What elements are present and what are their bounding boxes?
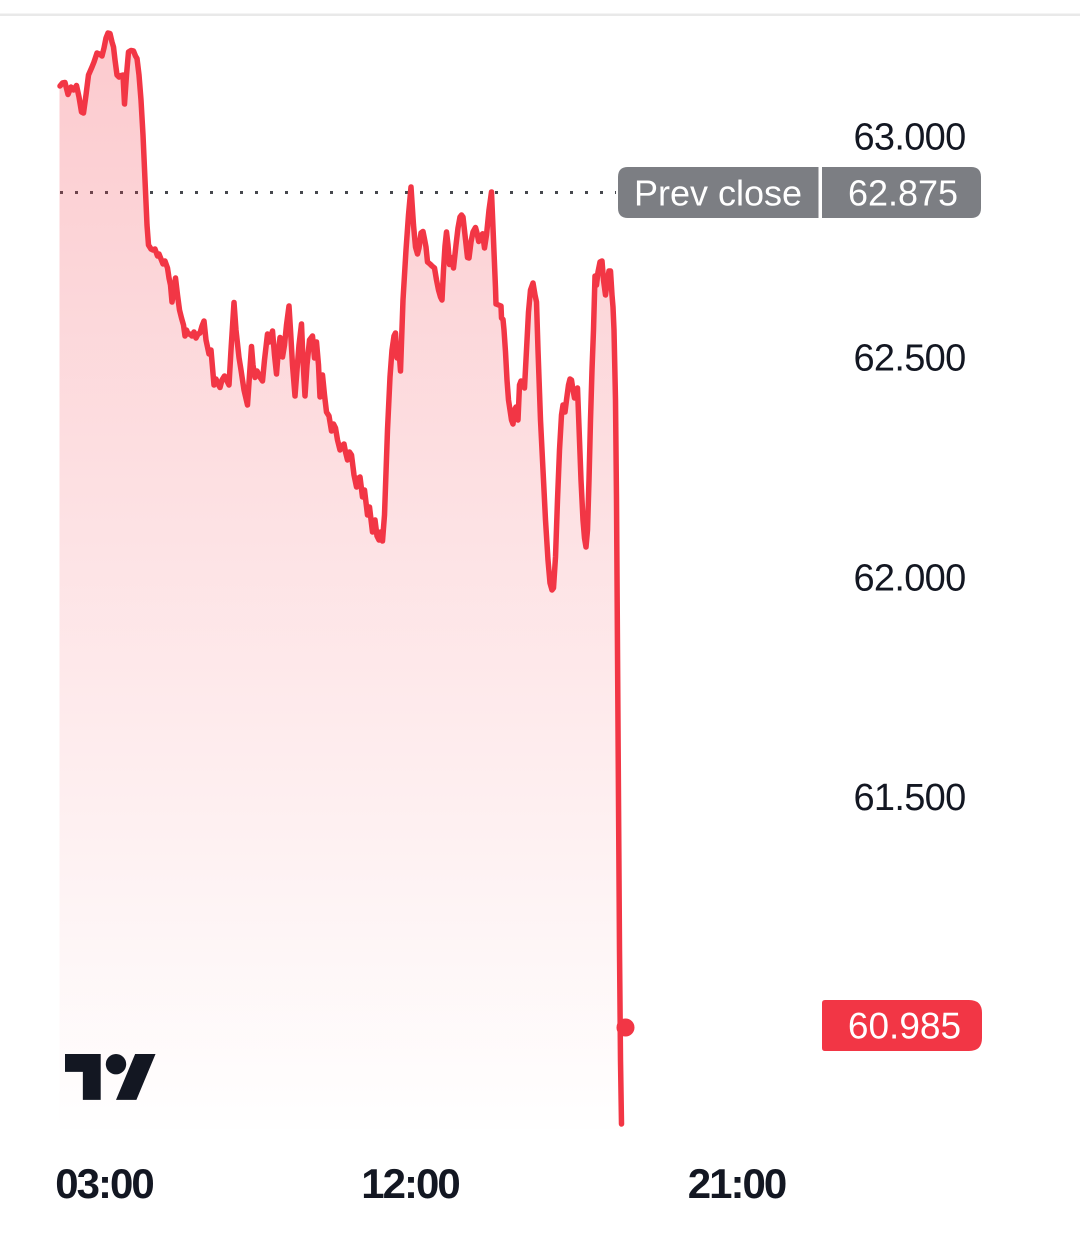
svg-text:12:00: 12:00 [361,1160,459,1207]
svg-text:03:00: 03:00 [55,1160,153,1207]
svg-text:63.000: 63.000 [854,117,966,159]
svg-text:60.985: 60.985 [848,1006,961,1047]
svg-text:21:00: 21:00 [688,1160,786,1207]
svg-text:62.875: 62.875 [848,173,958,214]
svg-text:62.000: 62.000 [854,558,966,600]
svg-text:62.500: 62.500 [854,338,966,380]
svg-text:Prev close: Prev close [634,173,802,214]
svg-text:61.500: 61.500 [854,777,966,819]
